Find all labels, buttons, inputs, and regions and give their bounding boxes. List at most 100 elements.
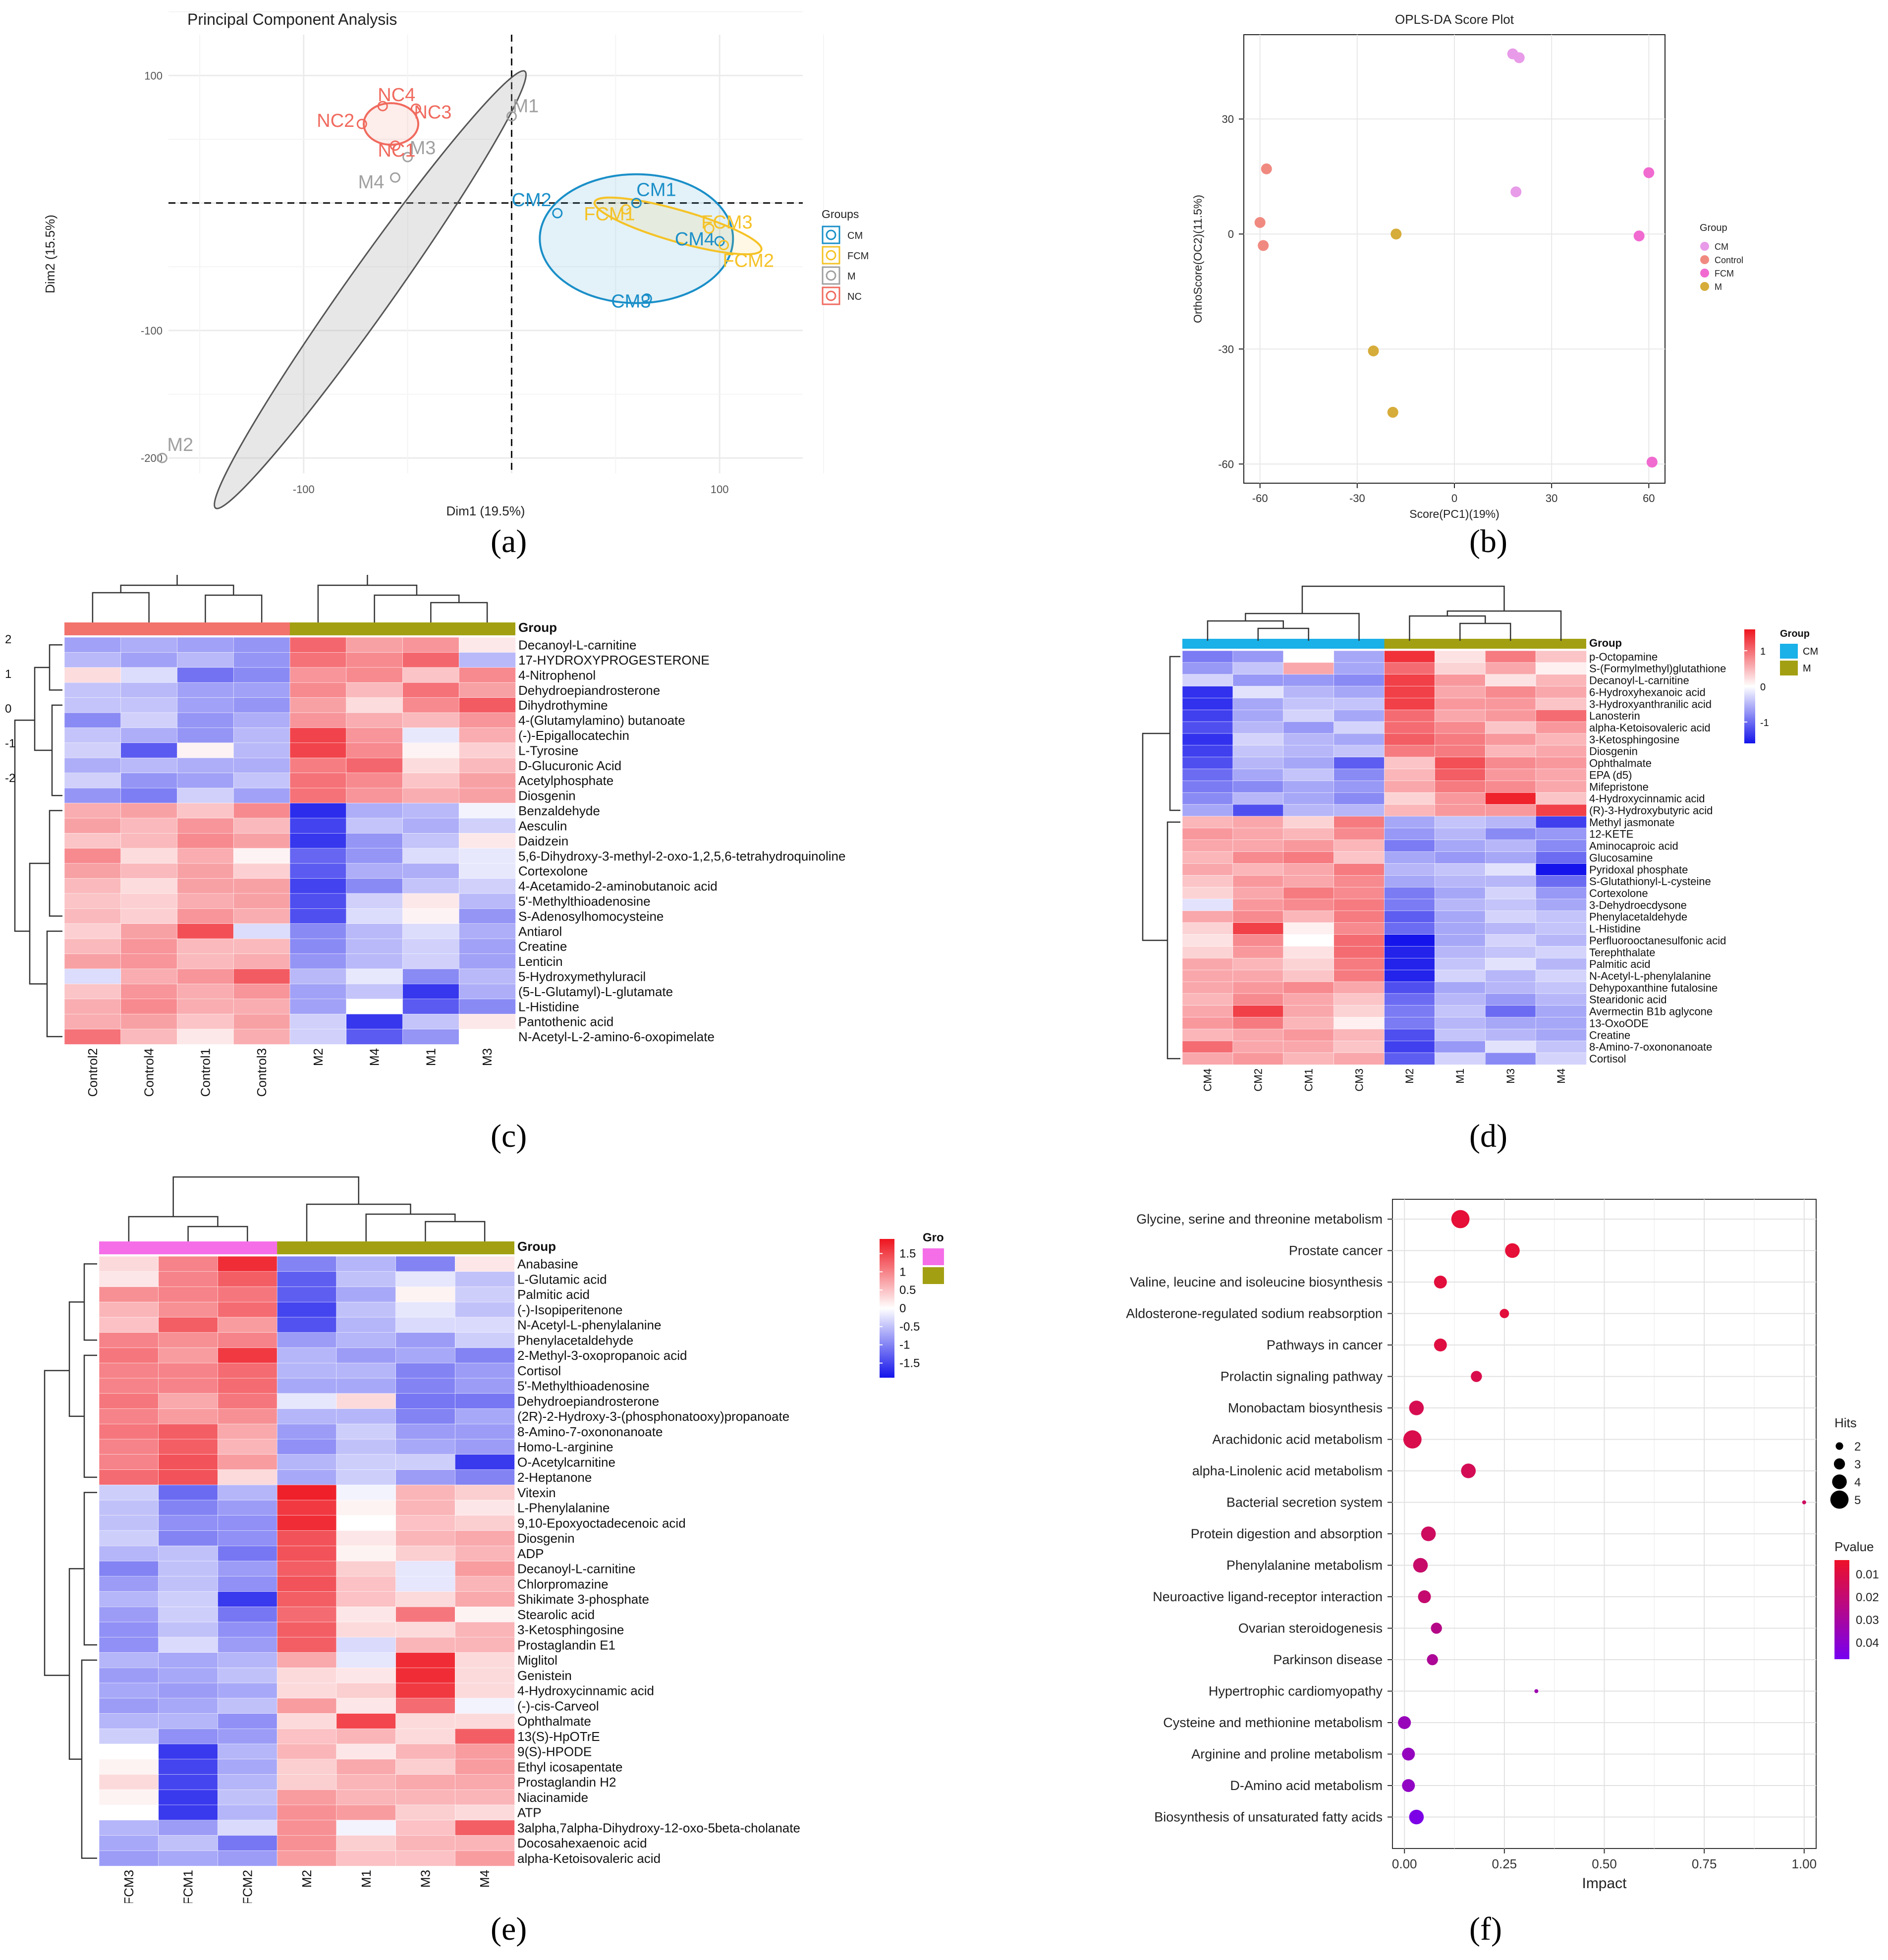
row-label: Diosgenin: [517, 1531, 575, 1546]
heatmap-cell: [1333, 698, 1385, 711]
heatmap-cell: [402, 908, 460, 924]
heatmap-cell: [99, 1423, 159, 1440]
heatmap-cell: [1535, 981, 1587, 994]
pathway-impact-bubble-plot: 0.00 0.25 0.50 0.75 1.00 Impact Glycine, serin…: [1126, 1199, 1879, 1892]
pathway-bubble: [1431, 1623, 1442, 1634]
heatmap-cell: [1333, 910, 1385, 923]
heatmap-cell: [395, 1804, 456, 1821]
heatmap-cell: [395, 1682, 456, 1699]
heatmap-cell: [218, 1408, 278, 1425]
heatmap-cell: [99, 1469, 159, 1486]
heatmap-cell: [218, 1332, 278, 1348]
heatmap-cell: [64, 953, 121, 969]
heatmap-cell: [402, 742, 460, 759]
heatmap-cell: [99, 1347, 159, 1364]
heatmap-cell: [1232, 721, 1284, 734]
heatmap-cell: [1232, 1017, 1284, 1030]
heatmap-cell: [218, 1362, 278, 1379]
heatmap-cell: [158, 1774, 219, 1791]
column-label: M1: [423, 1048, 438, 1066]
heatmap-cell: [395, 1576, 456, 1592]
heatmap-cell: [158, 1332, 219, 1348]
heatmap-cell: [395, 1561, 456, 1577]
heatmap-cell: [346, 938, 403, 954]
heatmap-cell: [395, 1759, 456, 1775]
group-bar-label: Group: [517, 1239, 556, 1254]
heatmap-cell: [1333, 863, 1385, 876]
heatmap-cell: [99, 1439, 159, 1455]
heatmap-cell: [1384, 1017, 1436, 1030]
ellipse-FCM: [593, 196, 763, 256]
heatmap-cell: [1182, 922, 1233, 935]
heatmap-cell: [64, 893, 121, 909]
heatmap-cell: [289, 728, 347, 743]
heatmap-cell: [289, 953, 347, 969]
point-M4: [389, 172, 400, 183]
heatmap-cell: [454, 1271, 515, 1288]
heatmap-cell: [1384, 662, 1436, 675]
heatmap-cell: [1384, 698, 1436, 711]
heatmap-cell: [402, 773, 460, 788]
heatmap-cell: [120, 787, 178, 804]
color-legend-label: 0.04: [1856, 1636, 1879, 1650]
heatmap-cell: [395, 1591, 456, 1608]
heatmap-cell: [1384, 934, 1436, 947]
heatmap-cell: [1535, 910, 1587, 923]
heatmap-cell: [99, 1820, 159, 1836]
pathway-label: Prolactin signaling pathway: [1221, 1369, 1383, 1384]
heatmap-cell: [158, 1347, 219, 1364]
heatmap-cell: [120, 953, 178, 969]
heatmap-cell: [458, 923, 516, 939]
column-label: CM2: [1252, 1068, 1265, 1091]
legend-label-CM: CM: [1715, 242, 1728, 252]
heatmap-cell: [277, 1713, 337, 1730]
heatmap-cell: [158, 1439, 219, 1455]
heatmap-cell: [336, 1804, 396, 1821]
column-label: M3: [480, 1048, 495, 1066]
pathway-bubble: [1421, 1526, 1436, 1541]
heatmap-cell: [1535, 934, 1587, 947]
heatmap-cell: [1435, 1040, 1486, 1053]
heatmap-cell: [1435, 662, 1486, 675]
heatmap-cell: [158, 1301, 219, 1318]
heatmap-cell: [395, 1774, 456, 1791]
heatmap-cell: [289, 923, 347, 939]
heatmap-cell: [1232, 898, 1284, 911]
row-dendrogram-branch: [29, 862, 50, 985]
heatmap-cell: [1435, 898, 1486, 911]
heatmap-cell: [120, 742, 178, 759]
column-label: FCM3: [121, 1870, 136, 1903]
heatmap-cell: [218, 1789, 278, 1805]
row-label: 4-(Glutamylamino) butanoate: [518, 713, 685, 728]
heatmap-cell: [177, 833, 234, 849]
pathway-bubble: [1802, 1500, 1806, 1505]
column-dendrogram-branch: [176, 575, 368, 585]
heatmap-cell: [395, 1743, 456, 1760]
heatmap-cell: [1435, 981, 1486, 994]
heatmap-cell: [1232, 650, 1284, 663]
heatmap-cell: [346, 953, 403, 969]
heatmap-cell: [1283, 934, 1334, 947]
heatmap-cell: [402, 1013, 460, 1030]
heatmap-cell: [454, 1820, 515, 1836]
heatmap-cell: [1232, 757, 1284, 770]
heatmap-cell: [454, 1393, 515, 1409]
heatmap-cell: [1232, 792, 1284, 805]
heatmap-cell: [277, 1576, 337, 1592]
heatmap-cell: [177, 938, 234, 954]
column-label: M2: [299, 1870, 314, 1888]
heatmap-cell: [1535, 1017, 1587, 1030]
heatmap-cell: [233, 863, 290, 879]
heatmap-cell: [120, 1029, 178, 1045]
heatmap-cell: [1535, 804, 1587, 817]
heatmap-cell: [1283, 993, 1334, 1006]
heatmap-cell: [177, 803, 234, 819]
heatmap-cell: [1283, 840, 1334, 852]
pathway-label: Cysteine and methionine metabolism: [1163, 1715, 1383, 1730]
heatmap-cell: [120, 833, 178, 849]
row-dendrogram-branch: [49, 644, 62, 691]
point-FCM-2: [1633, 230, 1645, 242]
group-bar-FCM: [99, 1241, 278, 1254]
column-dendrogram-branch: [172, 1176, 359, 1217]
heatmap-cell: [233, 787, 290, 804]
